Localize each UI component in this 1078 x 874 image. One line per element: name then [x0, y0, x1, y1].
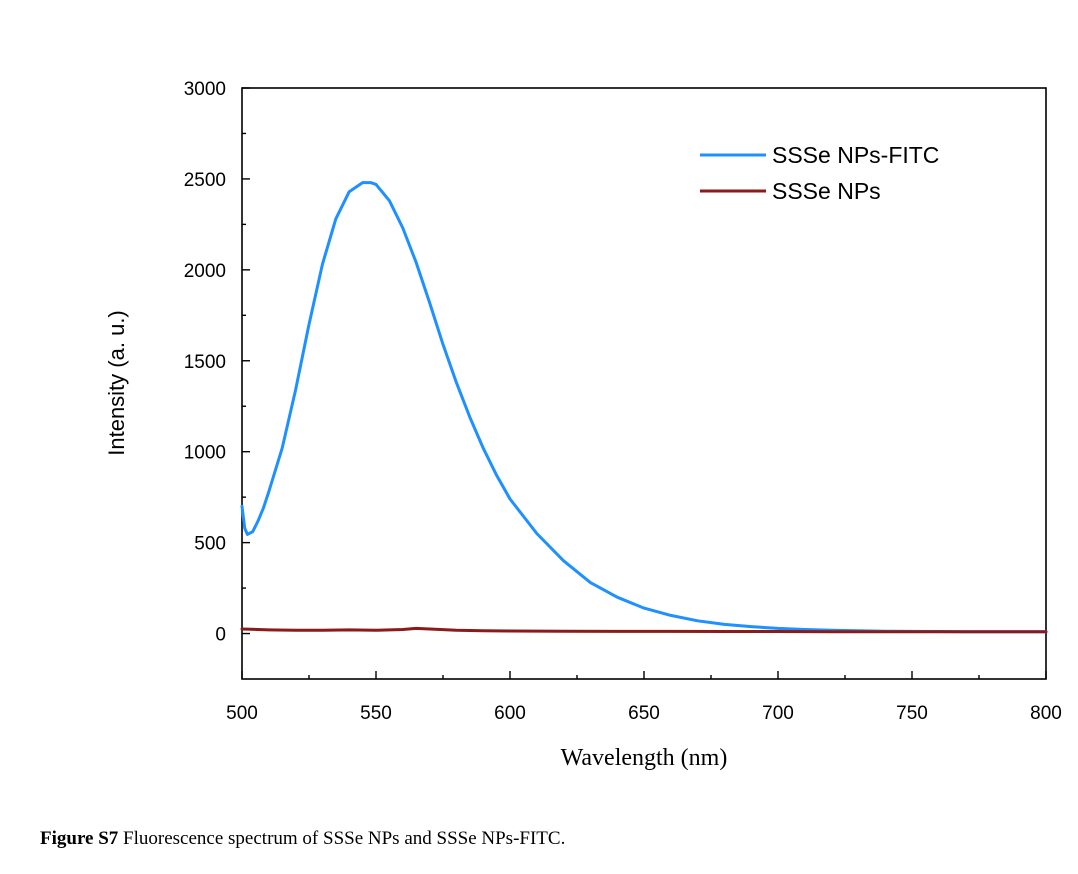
- series-lines: [240, 181, 1048, 634]
- y-axis-label: Intensity (a. u.): [104, 310, 129, 456]
- x-tick-label: 700: [762, 703, 794, 724]
- y-tick-label: 2000: [184, 261, 226, 282]
- x-tick-label: 600: [494, 703, 526, 724]
- series-line-plain: [240, 626, 1048, 634]
- fluorescence-chart: 500 550 600 650 700 750 800 0 500 1000 1500 2000 250…: [104, 79, 1062, 771]
- y-tick-label: 0: [215, 625, 226, 646]
- x-tick-label: 550: [360, 703, 392, 724]
- y-tick-label: 3000: [184, 79, 226, 100]
- x-tick-label: 500: [226, 703, 258, 724]
- x-tick-label: 750: [896, 703, 928, 724]
- plot-frame: [241, 87, 1047, 680]
- axis-tick-labels: 500 550 600 650 700 750 800 0 500 1000 1500 2000 250…: [184, 79, 1062, 724]
- y-tick-label: 500: [194, 534, 226, 555]
- y-tick-label: 1000: [184, 443, 226, 464]
- y-tick-label: 1500: [184, 352, 226, 373]
- figure-caption-text: Fluorescence spectrum of SSSe NPs and SS…: [118, 828, 566, 849]
- y-tick-label: 2500: [184, 170, 226, 191]
- figure-caption: Figure S7 Fluorescence spectrum of SSSe …: [40, 828, 565, 850]
- legend-label: SSSe NPs: [772, 178, 881, 204]
- figure-caption-label: Figure S7: [40, 828, 119, 849]
- x-tick-label: 800: [1030, 703, 1062, 724]
- legend-label: SSSe NPs-FITC: [772, 142, 939, 168]
- series-line-fitc: [240, 181, 1048, 634]
- x-tick-label: 650: [628, 703, 660, 724]
- axis-ticks: [241, 87, 1047, 679]
- legend: SSSe NPs-FITC SSSe NPs: [700, 142, 939, 204]
- x-axis-label: Wavelength (nm): [561, 745, 728, 771]
